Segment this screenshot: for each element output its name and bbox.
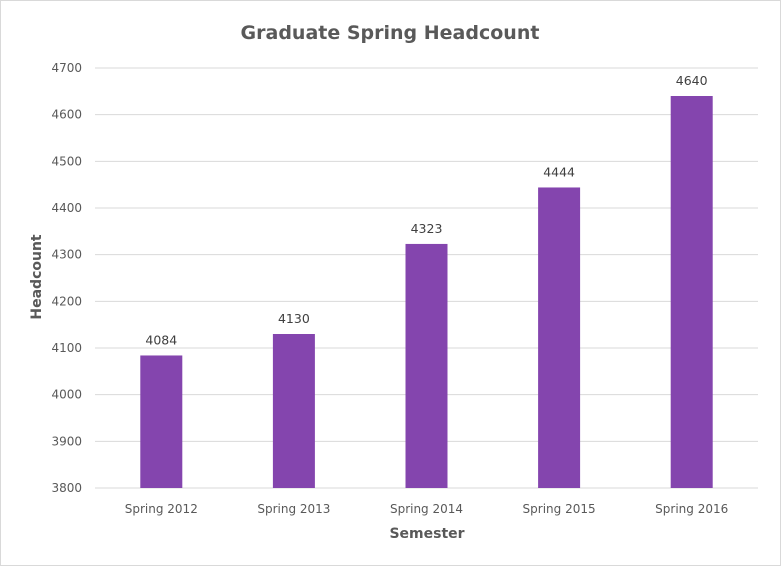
- bars: [140, 96, 713, 488]
- y-tick-label: 4600: [51, 108, 82, 122]
- y-tick-label: 4200: [51, 294, 82, 308]
- x-tick-label: Spring 2015: [523, 502, 596, 516]
- y-tick-label: 3900: [51, 434, 82, 448]
- y-tick-label: 4000: [51, 388, 82, 402]
- y-tick-label: 3800: [51, 481, 82, 495]
- y-axis-ticks: 3800 3900 4000 4100 4200 4300 4400 4500 4600 4700: [51, 61, 82, 495]
- data-labels: 4084 4130 4323 4444 4640: [145, 73, 707, 347]
- bar: [670, 96, 713, 488]
- data-label: 4640: [676, 73, 708, 88]
- x-axis-title: Semester: [389, 526, 464, 542]
- chart-title: Graduate Spring Headcount: [241, 22, 540, 44]
- data-label: 4130: [278, 311, 310, 326]
- bar: [405, 243, 448, 488]
- x-axis-ticks: Spring 2012 Spring 2013 Spring 2014 Spring …: [125, 502, 728, 516]
- bar: [272, 334, 315, 488]
- data-label: 4323: [411, 221, 443, 236]
- bar: [538, 187, 581, 488]
- y-axis-title: Headcount: [29, 234, 45, 320]
- y-tick-label: 4300: [51, 248, 82, 262]
- y-tick-label: 4700: [51, 61, 82, 75]
- y-tick-label: 4400: [51, 201, 82, 215]
- data-label: 4444: [543, 164, 575, 179]
- gridlines: [95, 67, 758, 489]
- y-tick-label: 4100: [51, 341, 82, 355]
- bar: [140, 355, 183, 488]
- y-tick-label: 4500: [51, 154, 82, 168]
- x-tick-label: Spring 2012: [125, 502, 198, 516]
- x-tick-label: Spring 2014: [390, 502, 463, 516]
- x-tick-label: Spring 2013: [257, 502, 330, 516]
- x-tick-label: Spring 2016: [655, 502, 728, 516]
- data-label: 4084: [145, 332, 177, 347]
